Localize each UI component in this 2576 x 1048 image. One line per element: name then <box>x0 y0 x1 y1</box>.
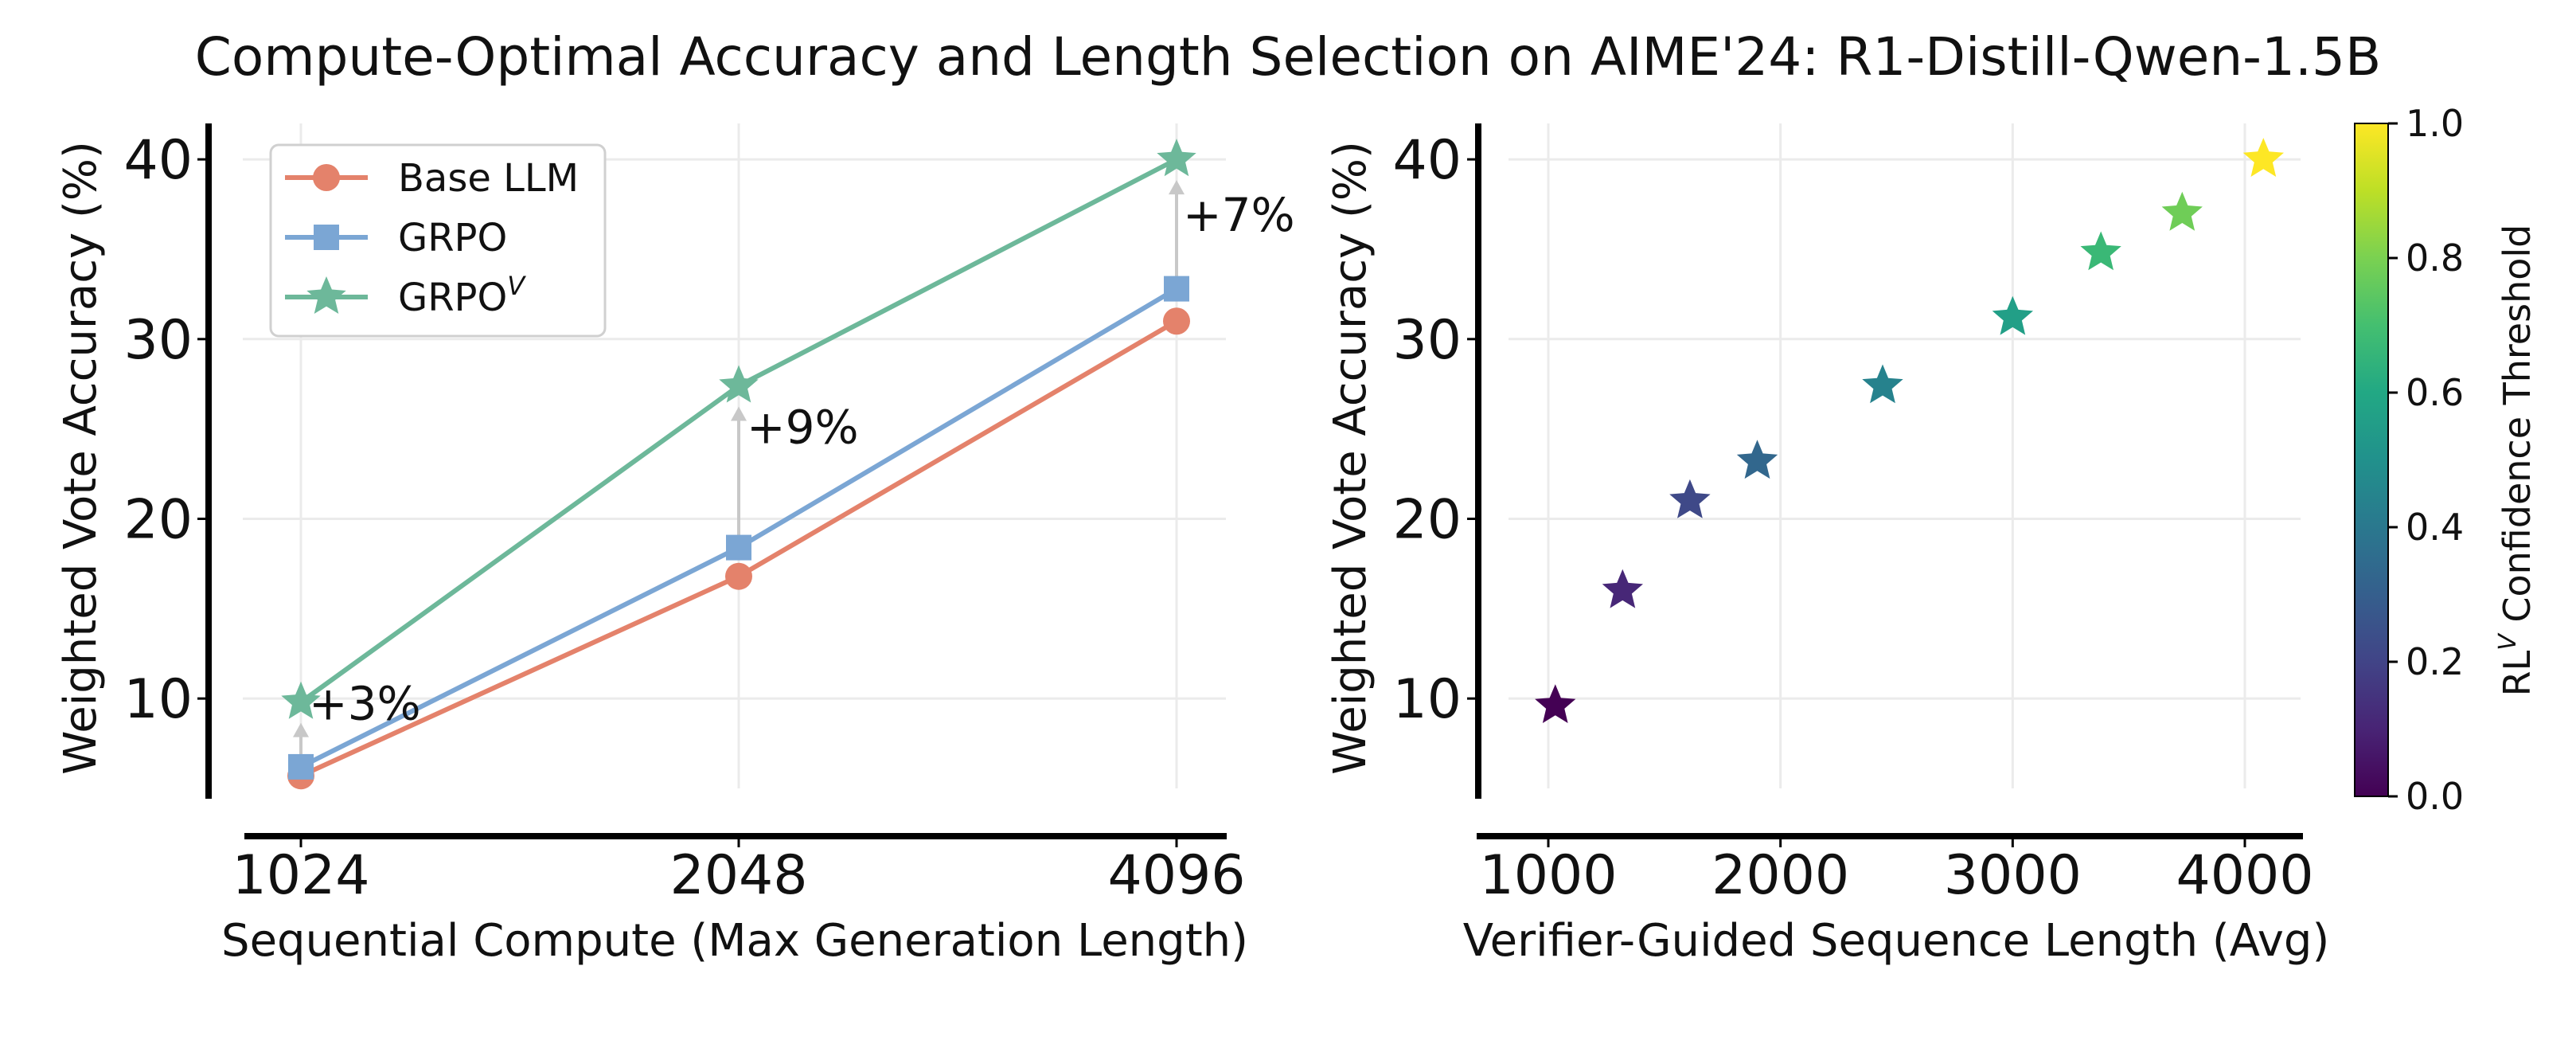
colorbar-label: RLV Confidence Threshold <box>2494 225 2539 697</box>
legend-marker <box>313 164 340 191</box>
legend-label-superscript: V <box>507 271 526 301</box>
colorbar-label-superscript: V <box>2494 632 2522 651</box>
left-chart: 10 20 30 40 1024 2048 4096 Sequential Compute (… <box>55 123 1295 967</box>
data-point <box>281 681 321 719</box>
x-tick-label: 4000 <box>2176 844 2313 907</box>
data-point <box>719 365 759 403</box>
data-point <box>1535 684 1576 723</box>
y-axis-label: Weighted Vote Accuracy (%) <box>1325 141 1376 775</box>
y-tick-label: 10 <box>123 668 193 731</box>
data-point <box>1862 364 1903 404</box>
data-point <box>2080 231 2121 271</box>
data-point <box>1736 440 1778 479</box>
legend-label: Base LLM <box>398 156 579 201</box>
y-tick-label: 20 <box>1392 488 1462 551</box>
data-point <box>1992 295 2033 335</box>
colorbar-tick-label: 0.4 <box>2406 506 2464 549</box>
x-tick-label: 2048 <box>669 844 807 907</box>
data-point <box>1157 139 1196 177</box>
x-tick-label: 3000 <box>1944 844 2082 907</box>
colorbar-tick-label: 1.0 <box>2406 102 2464 145</box>
legend-box <box>269 143 607 338</box>
data-point <box>288 753 314 780</box>
gain-label: +9% <box>747 400 859 454</box>
legend-label: GRPOV <box>398 271 526 320</box>
data-point <box>1669 479 1711 518</box>
colorbar-tick-label: 0.0 <box>2406 775 2464 818</box>
data-point <box>725 562 752 590</box>
y-tick-label: 20 <box>123 488 193 551</box>
colorbar-tick-label: 0.6 <box>2406 371 2464 414</box>
x-axis-label: Verifier-Guided Sequence Length (Avg) <box>1463 915 2330 967</box>
y-tick-label: 30 <box>123 309 193 372</box>
x-tick-label: 1024 <box>232 844 369 907</box>
colorbar-bar <box>2354 123 2389 797</box>
data-point <box>2242 138 2284 177</box>
gain-label: +7% <box>1183 188 1295 242</box>
x-tick-label: 4096 <box>1107 844 1245 907</box>
colorbar-tick-label: 0.8 <box>2406 237 2464 280</box>
y-axis-label: Weighted Vote Accuracy (%) <box>55 141 107 775</box>
legend-label: GRPO <box>398 216 507 260</box>
y-tick-label: 40 <box>1392 129 1462 192</box>
data-point <box>1163 307 1190 335</box>
figure-title: Compute-Optimal Accuracy and Length Sele… <box>195 26 2381 88</box>
legend-marker <box>306 276 346 314</box>
gain-arrowhead <box>731 406 747 421</box>
data-point <box>726 534 751 561</box>
x-tick-label: 1000 <box>1479 844 1617 907</box>
y-tick-label: 40 <box>123 129 193 192</box>
colorbar-tick-label: 0.2 <box>2406 640 2464 683</box>
legend: Base LLM GRPO GRPOV <box>269 143 607 338</box>
data-point <box>2161 191 2203 231</box>
legend-marker <box>314 225 339 250</box>
right-chart: 10 20 30 40 1000 2000 3000 4000 Verifier-Guided … <box>1325 123 2329 967</box>
gain-arrowhead <box>293 722 309 737</box>
data-point <box>1164 276 1189 302</box>
data-point <box>1602 569 1643 608</box>
x-axis-label: Sequential Compute (Max Generation Lengt… <box>221 915 1248 967</box>
colorbar: 0.0 0.2 0.4 0.6 0.8 1.0 RLV Confidence Thresho… <box>2354 102 2539 818</box>
x-tick-label: 2000 <box>1711 844 1849 907</box>
y-tick-label: 30 <box>1392 309 1462 372</box>
gain-label: +3% <box>309 677 421 731</box>
colorbar-label-rest: Confidence Threshold <box>2496 225 2539 635</box>
gain-arrowhead <box>1169 180 1185 195</box>
y-tick-label: 10 <box>1392 668 1462 731</box>
